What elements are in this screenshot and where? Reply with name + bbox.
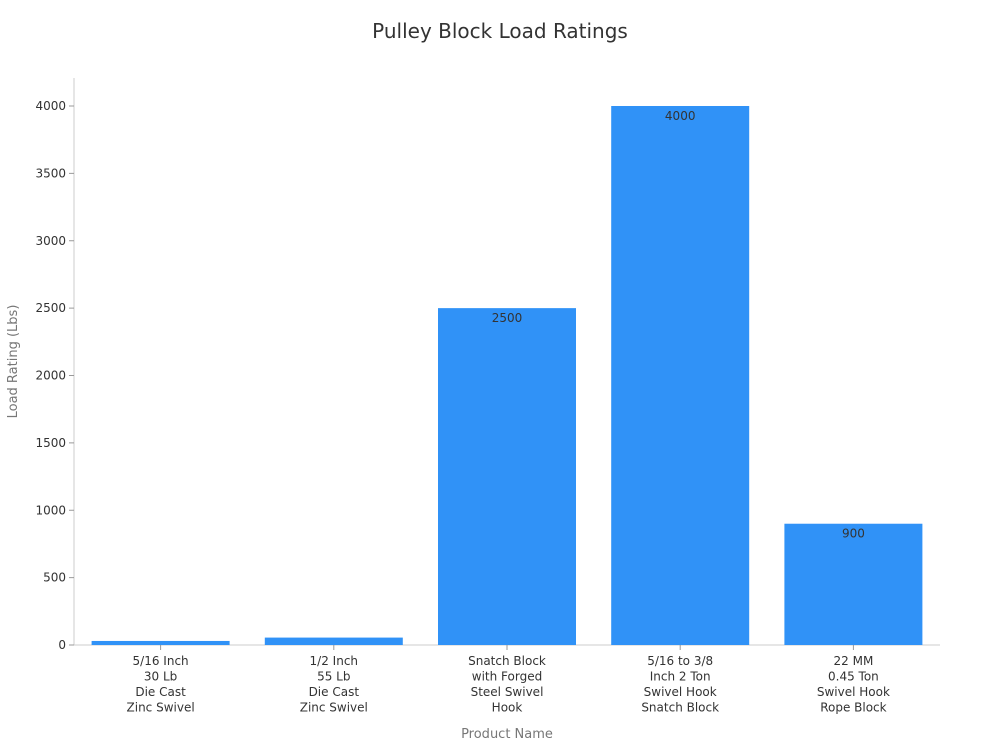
y-tick-label: 2000	[35, 369, 66, 383]
x-axis-title: Product Name	[461, 727, 553, 742]
y-tick-label: 500	[43, 571, 66, 585]
bar	[264, 637, 403, 645]
x-tick-label: 22 MM 0.45 Ton Swivel Hook Rope Block	[817, 654, 890, 715]
x-tick-label: Snatch Block with Forged Steel Swivel Hook	[468, 654, 546, 715]
data-label: 2500	[492, 311, 523, 325]
bar	[438, 308, 576, 645]
x-tick-label: 1/2 Inch 55 Lb Die Cast Zinc Swivel	[300, 654, 368, 715]
y-tick-label: 3500	[35, 166, 66, 180]
data-label: 4000	[665, 109, 696, 123]
y-tick-label: 4000	[35, 99, 66, 113]
y-tick-label: 1000	[35, 503, 66, 517]
y-tick-label: 3000	[35, 234, 66, 248]
y-tick-label: 0	[58, 638, 66, 652]
chart-title: Pulley Block Load Ratings	[372, 19, 628, 43]
x-tick-label: 5/16 Inch 30 Lb Die Cast Zinc Swivel	[127, 654, 195, 715]
x-tick-label: 5/16 to 3/8 Inch 2 Ton Swivel Hook Snatch B…	[641, 654, 719, 715]
data-label: 900	[842, 527, 865, 541]
bar	[91, 640, 230, 645]
y-tick-label: 2500	[35, 301, 66, 315]
y-axis-title: Load Rating (Lbs)	[6, 305, 21, 419]
y-tick-label: 1500	[35, 436, 66, 450]
bar	[611, 106, 750, 645]
bar	[784, 523, 923, 645]
